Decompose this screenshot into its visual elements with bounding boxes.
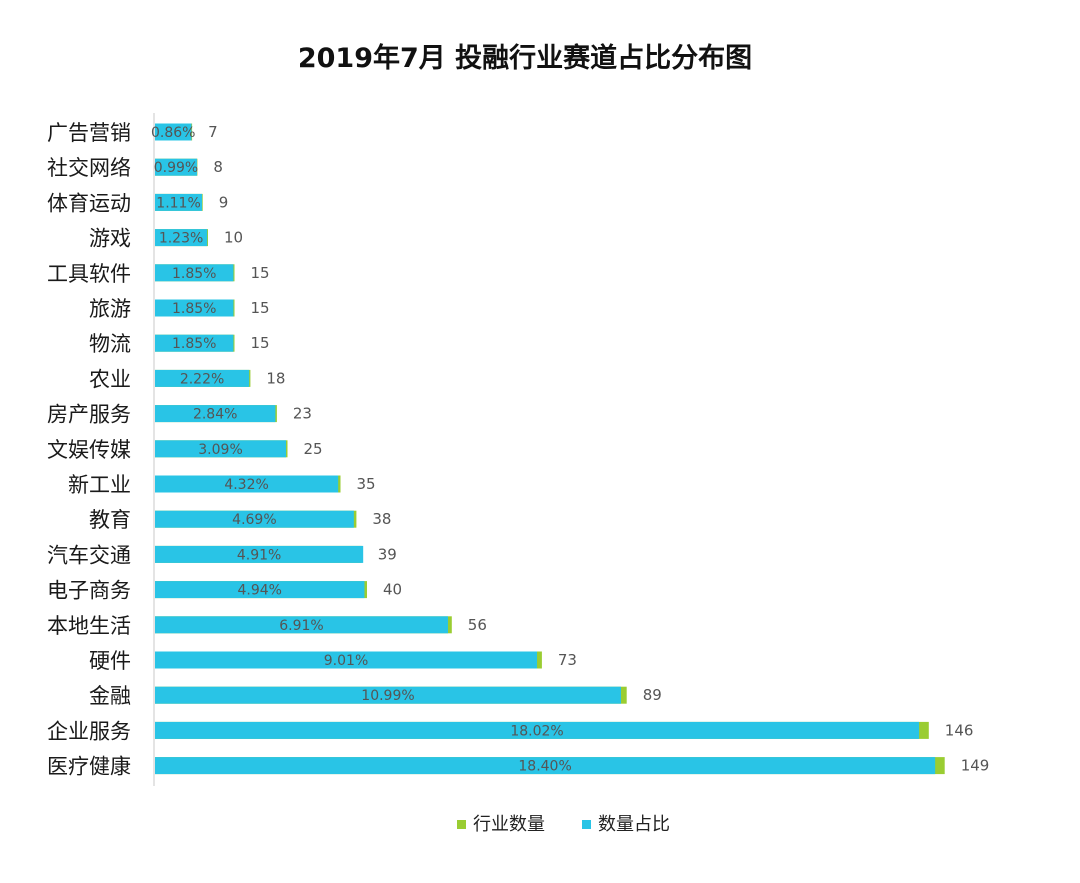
count-data-label: 56: [468, 616, 487, 634]
count-data-label: 38: [372, 510, 391, 528]
bar-count-share: [155, 440, 287, 458]
category-label: 工具软件: [47, 262, 131, 286]
count-data-label: 35: [357, 475, 376, 493]
share-data-label: 0.86%: [151, 125, 195, 141]
share-data-label: 1.85%: [172, 336, 216, 352]
bar-count-share: [155, 299, 234, 317]
count-data-label: 7: [208, 123, 218, 141]
share-data-label: 2.84%: [193, 407, 237, 423]
share-data-label: 3.09%: [198, 442, 242, 458]
bar-count-share: [155, 229, 208, 247]
bar-count-share: [155, 123, 192, 141]
count-data-label: 9: [219, 193, 229, 211]
count-data-label: 8: [213, 158, 223, 176]
count-data-label: 15: [251, 299, 270, 317]
count-data-label: 39: [378, 545, 397, 563]
chart-title: 2019年7月 投融行业赛道占比分布图: [298, 42, 752, 74]
bars-group: 广告营销 0.86% 7 社交网络 0.99% 8 体育运动 1.11% 9 游戏 1.23% 10 工…: [47, 121, 989, 779]
share-data-label: 1.85%: [172, 301, 216, 317]
legend: 行业数量 数量占比: [457, 814, 670, 835]
bar-count-share: [155, 369, 250, 387]
category-label: 汽车交通: [47, 543, 131, 567]
bar-count-share: [155, 721, 920, 739]
bar-count-share: [155, 651, 538, 669]
category-label: 农业: [89, 367, 131, 391]
count-data-label: 149: [961, 757, 990, 775]
share-data-label: 1.23%: [159, 231, 203, 247]
count-data-label: 73: [558, 651, 577, 669]
bar-count-share: [155, 757, 936, 775]
category-label: 硬件: [89, 649, 131, 673]
category-label: 旅游: [89, 297, 131, 321]
category-label: 体育运动: [47, 191, 131, 215]
share-data-label: 6.91%: [279, 618, 323, 634]
category-label: 电子商务: [47, 579, 131, 603]
category-label: 广告营销: [47, 121, 131, 145]
legend-label: 行业数量: [473, 814, 545, 835]
share-data-label: 0.99%: [154, 160, 198, 176]
category-label: 教育: [89, 508, 131, 532]
count-data-label: 40: [383, 581, 402, 599]
bar-count-share: [155, 686, 621, 704]
count-data-label: 89: [643, 686, 662, 704]
bar-count-share: [155, 334, 234, 352]
category-label: 医疗健康: [47, 755, 131, 779]
category-label: 企业服务: [47, 719, 131, 743]
category-label: 本地生活: [47, 614, 131, 638]
share-data-label: 4.91%: [237, 547, 281, 563]
category-label: 物流: [89, 332, 131, 356]
category-label: 游戏: [89, 227, 131, 251]
share-data-label: 18.02%: [510, 723, 563, 739]
share-data-label: 4.94%: [237, 583, 281, 599]
bar-count-share: [155, 475, 339, 493]
category-label: 文娱传媒: [47, 438, 131, 462]
bar-count-share: [155, 510, 354, 528]
count-data-label: 146: [945, 721, 974, 739]
share-data-label: 4.32%: [224, 477, 268, 493]
bar-count-share: [155, 193, 203, 211]
share-data-label: 2.22%: [180, 371, 224, 387]
category-label: 金融: [89, 684, 131, 708]
share-data-label: 18.40%: [518, 759, 571, 775]
bar-count-share: [155, 264, 234, 282]
category-label: 新工业: [68, 473, 131, 497]
bar-count-share: [155, 545, 364, 563]
category-label: 房产服务: [47, 403, 131, 427]
share-data-label: 4.69%: [232, 512, 276, 528]
bar-count-share: [155, 581, 365, 599]
legend-label: 数量占比: [598, 814, 670, 835]
share-data-label: 10.99%: [361, 688, 414, 704]
count-data-label: 23: [293, 405, 312, 423]
bar-count-share: [155, 405, 276, 423]
share-data-label: 1.11%: [156, 195, 200, 211]
legend-swatch: [582, 820, 591, 829]
count-data-label: 15: [251, 334, 270, 352]
count-data-label: 15: [251, 264, 270, 282]
count-data-label: 25: [304, 440, 323, 458]
category-label: 社交网络: [47, 156, 131, 180]
bar-count-share: [155, 158, 197, 176]
legend-swatch: [457, 820, 466, 829]
share-data-label: 1.85%: [172, 266, 216, 282]
count-data-label: 18: [266, 369, 285, 387]
share-data-label: 9.01%: [324, 653, 368, 669]
bar-count-share: [155, 616, 448, 634]
count-data-label: 10: [224, 229, 243, 247]
